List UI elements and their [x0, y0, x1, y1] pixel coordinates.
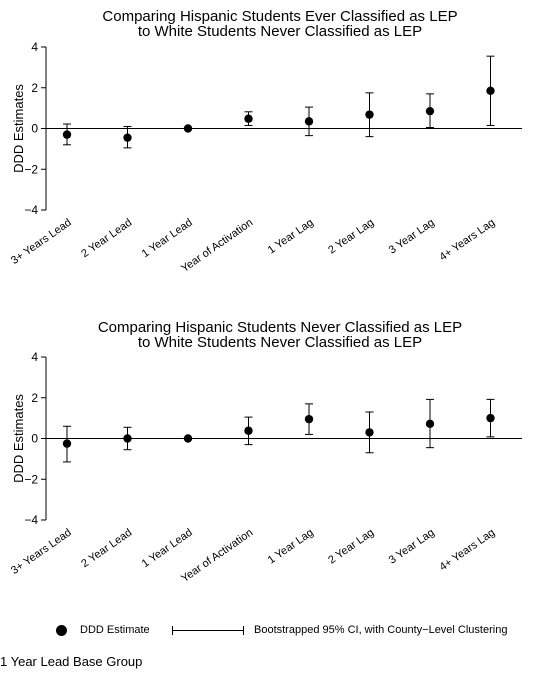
- chart1-point: [425, 106, 435, 116]
- chart1-point: [304, 117, 314, 126]
- chart1-point: [486, 86, 495, 96]
- chart1-x-tick-label: 3+ Years Lead: [9, 217, 74, 267]
- legend-ci-marker: [172, 626, 244, 635]
- chart1-subtitle: to White Students Never Classified as LE…: [137, 23, 423, 40]
- chart1-y-axis-label: DDD Estimates: [11, 84, 26, 173]
- chart2-x-tick-label: 3 Year Lag: [387, 527, 437, 567]
- chart2-y-tick-label: 4: [31, 350, 38, 364]
- chart2-x-tick-label: 2 Year Lead: [79, 527, 134, 571]
- chart2-x-tick-label: 3+ Years Lead: [9, 527, 74, 577]
- chart1-point: [62, 130, 72, 139]
- legend-ci-label: Bootstrapped 95% CI, with County−Level C…: [254, 624, 508, 636]
- chart1-x-tick-label: 3 Year Lag: [387, 217, 437, 257]
- chart2-point: [365, 428, 374, 437]
- chart1-y-tick-label: 4: [31, 40, 38, 54]
- chart1-y-tick-label: 0: [31, 122, 38, 136]
- chart1-point: [123, 133, 132, 142]
- chart2-y-axis-label: DDD Estimates: [11, 394, 26, 483]
- chart2-point: [183, 434, 193, 443]
- chart1-x-tick-label: 2 Year Lag: [326, 217, 376, 257]
- chart1-point: [365, 110, 374, 119]
- chart2-y-tick-label: −4: [24, 513, 38, 527]
- chart2-x-tick-label: 2 Year Lag: [326, 527, 376, 567]
- chart2-y-tick-label: 2: [31, 391, 38, 405]
- chart1-y-tick-label: −2: [24, 162, 38, 176]
- chart2-point: [425, 419, 435, 429]
- chart2-point: [486, 413, 495, 423]
- chart2-y-tick-label: 0: [31, 432, 38, 446]
- chart1-point: [183, 124, 193, 133]
- chart1-x-tick-label: 1 Year Lead: [140, 217, 195, 261]
- legend-estimate-label: DDD Estimate: [80, 624, 150, 636]
- chart2-subtitle: to White Students Never Classified as LE…: [137, 334, 423, 351]
- chart2-point: [123, 434, 132, 443]
- chart1-y-tick-label: 2: [31, 81, 38, 95]
- chart1-point: [244, 114, 253, 123]
- legend-estimate-marker: [56, 625, 67, 636]
- legend: DDD Estimate Bootstrapped 95% CI, with C…: [0, 622, 537, 642]
- chart2-x-tick-label: 1 Year Lag: [266, 527, 316, 567]
- chart1-x-tick-label: 4+ Years Lag: [437, 217, 497, 264]
- chart2-x-tick-label: 4+ Years Lag: [437, 527, 497, 574]
- chart2-title: Comparing Hispanic Students Never Classi…: [97, 319, 463, 336]
- base-group-note: 1 Year Lead Base Group: [0, 654, 143, 669]
- chart2-y-tick-label: −2: [24, 472, 38, 486]
- chart2-point: [304, 414, 314, 424]
- chart2-point: [62, 439, 72, 448]
- chart1-title: Comparing Hispanic Students Ever Classif…: [102, 8, 458, 25]
- chart1-y-tick-label: −4: [24, 203, 38, 217]
- chart2-point: [244, 426, 253, 435]
- chart1-x-tick-label: 2 Year Lead: [79, 217, 134, 261]
- chart1-x-tick-label: 1 Year Lag: [266, 217, 316, 257]
- chart2-x-tick-label: 1 Year Lead: [140, 527, 195, 571]
